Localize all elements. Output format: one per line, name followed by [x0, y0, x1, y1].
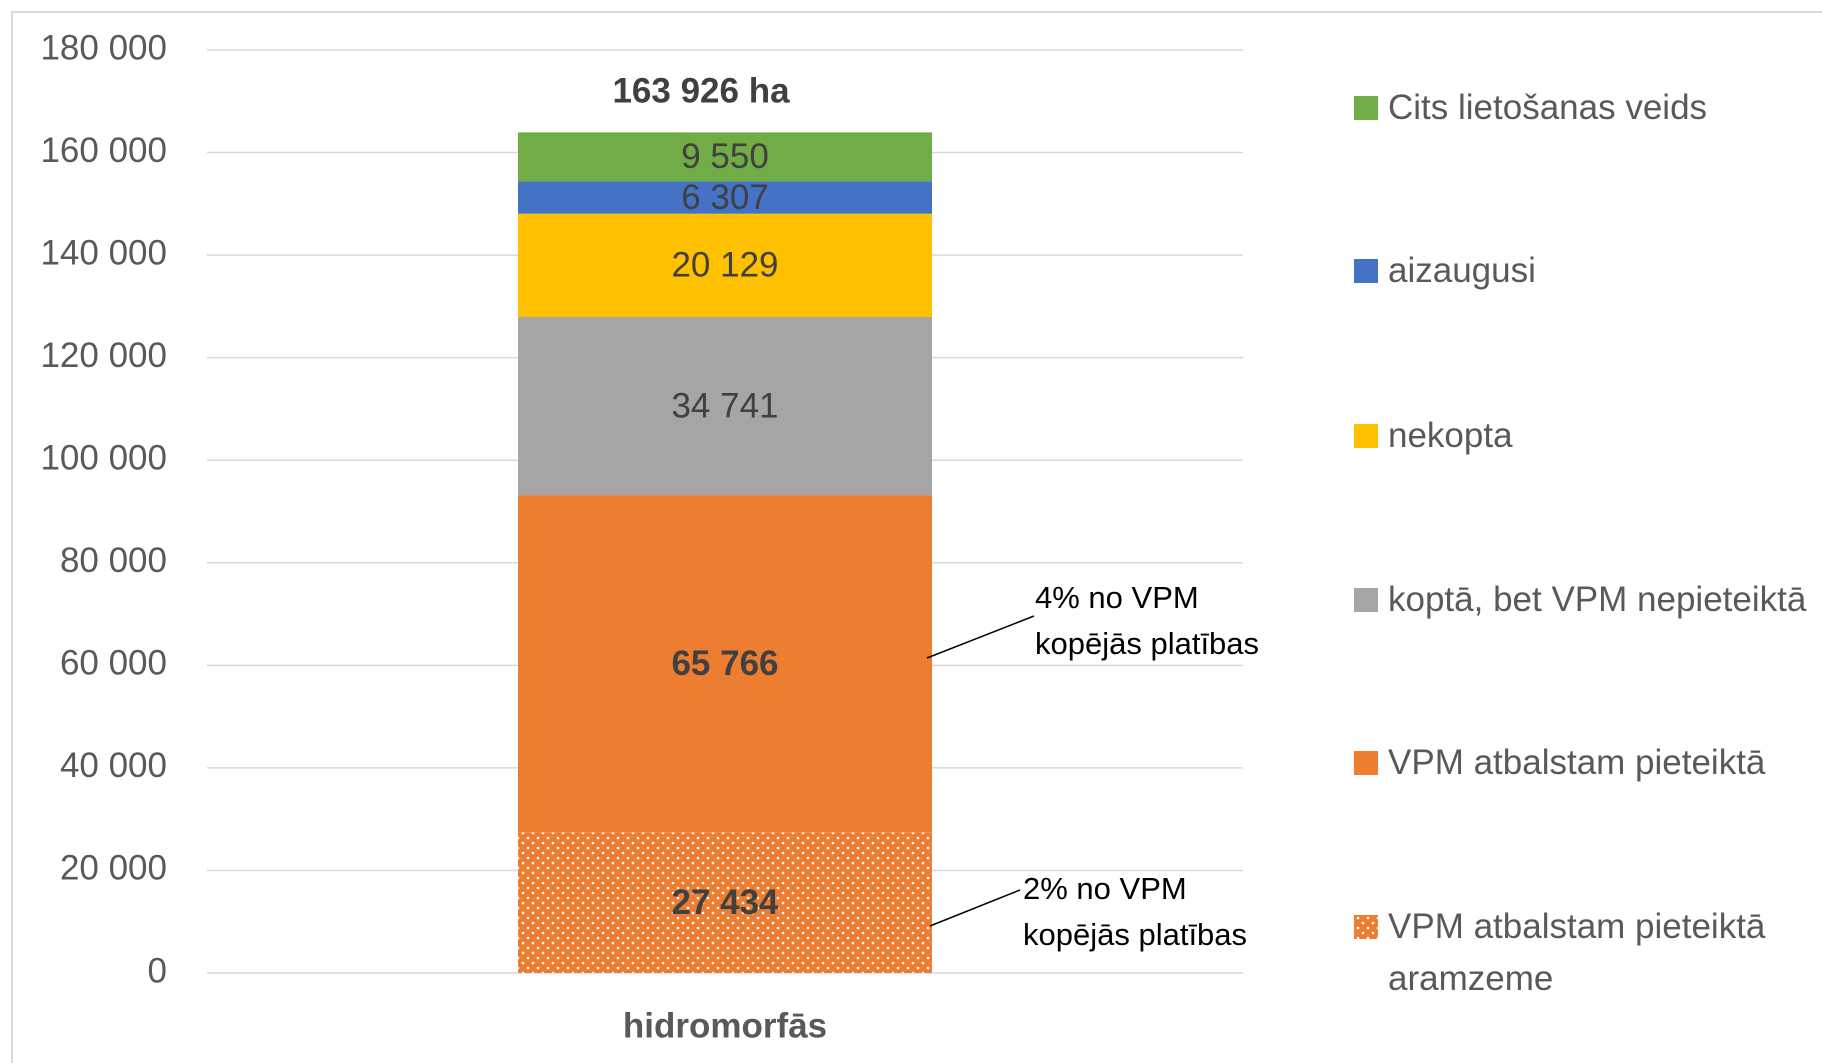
bar-segment	[518, 181, 932, 214]
y-tick-label: 80 000	[60, 541, 167, 580]
bar-segment	[518, 132, 932, 182]
y-tick-label: 20 000	[60, 849, 167, 888]
bar-segment	[518, 495, 932, 833]
data-label: 65 766	[671, 644, 778, 683]
legend-swatch	[1354, 588, 1378, 612]
y-tick-label: 0	[148, 951, 167, 990]
y-tick-label: 60 000	[60, 644, 167, 683]
legend-label: aizaugusi	[1388, 251, 1536, 290]
bar-segment	[518, 213, 932, 317]
leader-line	[926, 615, 1035, 659]
chart-border	[11, 11, 1822, 1063]
data-label: 6 307	[681, 178, 769, 217]
legend-label: VPM atbalstam pieteiktā	[1388, 743, 1766, 782]
bar-segment	[518, 832, 932, 973]
y-tick-label: 40 000	[60, 746, 167, 785]
y-tick-label: 100 000	[40, 438, 167, 477]
legend-swatch	[1354, 96, 1378, 120]
y-tick-label: 180 000	[40, 28, 167, 67]
legend-label: koptā, bet VPM nepieteiktā	[1388, 580, 1807, 619]
data-label: 34 741	[671, 386, 778, 425]
bar-segment	[518, 316, 932, 496]
y-tick-label: 140 000	[40, 233, 167, 272]
legend-swatch	[1354, 751, 1378, 775]
data-label: 20 129	[671, 246, 778, 285]
legend-label: nekopta	[1388, 416, 1513, 455]
y-tick-label: 120 000	[40, 336, 167, 375]
legend-swatch	[1354, 424, 1378, 448]
legend-swatch	[1354, 915, 1378, 939]
legend-label: Cits lietošanas veids	[1388, 88, 1708, 127]
annotation: 2% no VPM kopējās platības	[1023, 871, 1248, 952]
annotation: 4% no VPM kopējās platības	[1035, 580, 1260, 661]
data-label: 9 550	[681, 137, 769, 176]
total-label: 163 926 ha	[612, 71, 790, 110]
legend-swatch	[1354, 259, 1378, 283]
legend-label: VPM atbalstam pieteiktā aramzeme	[1388, 907, 1766, 998]
y-tick-label: 160 000	[40, 131, 167, 170]
leader-line	[929, 889, 1021, 927]
data-label: 27 434	[671, 883, 779, 922]
x-tick-label: hidromorfās	[623, 1006, 827, 1045]
